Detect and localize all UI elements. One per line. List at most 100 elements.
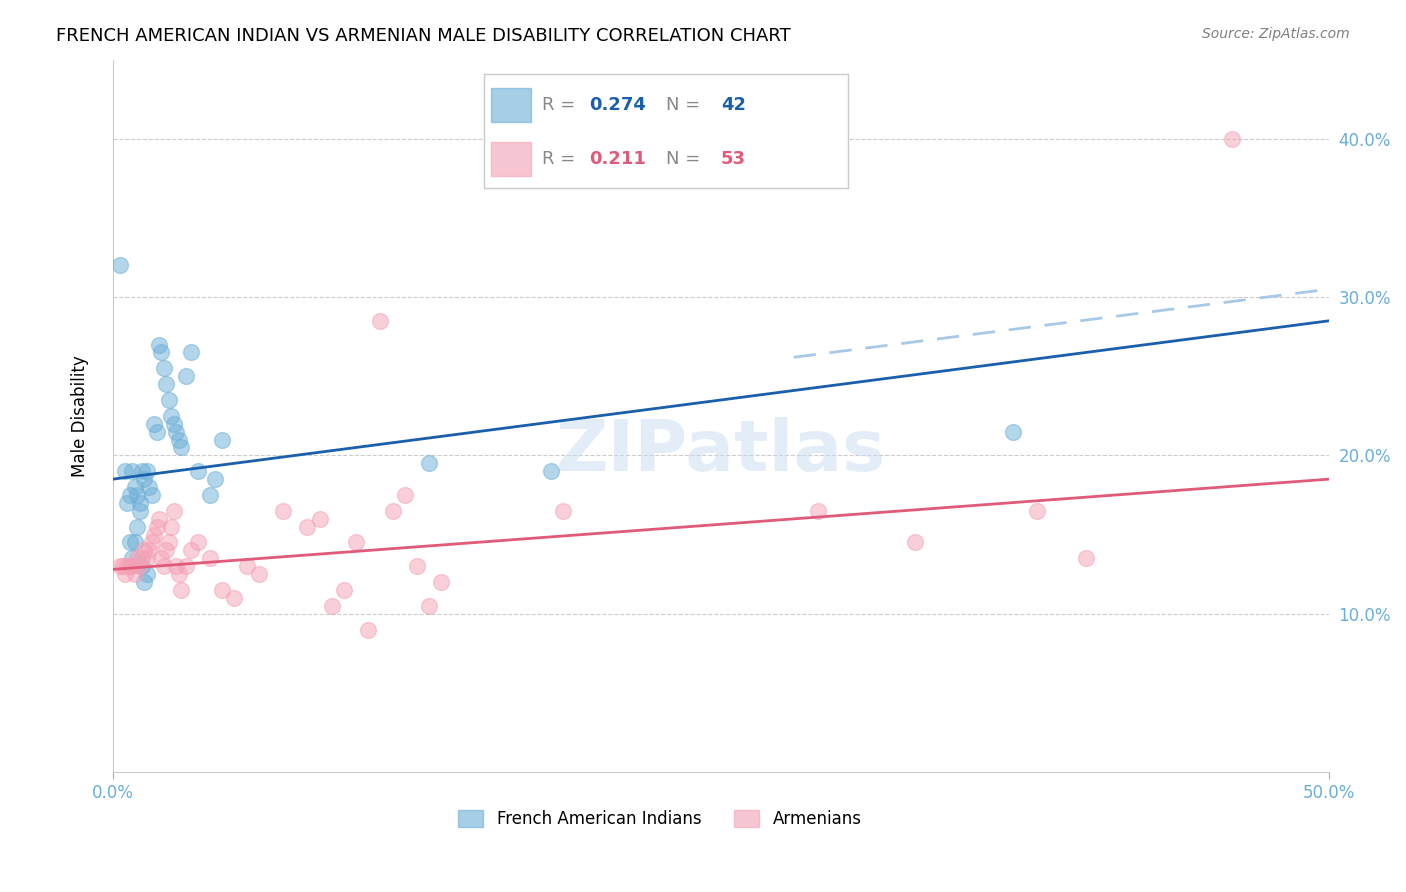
- Point: [157, 535, 180, 549]
- Point: [128, 504, 150, 518]
- Point: [141, 535, 163, 549]
- Point: [187, 464, 209, 478]
- Point: [167, 433, 190, 447]
- Point: [357, 623, 380, 637]
- Point: [127, 519, 149, 533]
- Point: [108, 259, 131, 273]
- Point: [321, 599, 343, 613]
- Point: [121, 551, 143, 566]
- Point: [134, 575, 156, 590]
- Point: [143, 417, 166, 431]
- Point: [540, 464, 562, 478]
- Point: [121, 464, 143, 478]
- Point: [381, 504, 404, 518]
- Point: [128, 496, 150, 510]
- Point: [117, 559, 139, 574]
- Point: [170, 441, 193, 455]
- Point: [370, 314, 392, 328]
- Point: [155, 377, 177, 392]
- Point: [405, 559, 427, 574]
- Text: ZIPatlas: ZIPatlas: [555, 417, 886, 486]
- Point: [135, 551, 157, 566]
- Y-axis label: Male Disability: Male Disability: [72, 355, 89, 476]
- Text: Source: ZipAtlas.com: Source: ZipAtlas.com: [1202, 27, 1350, 41]
- Point: [127, 488, 149, 502]
- Point: [418, 456, 440, 470]
- Point: [117, 496, 139, 510]
- Point: [430, 575, 453, 590]
- Point: [127, 551, 149, 566]
- Point: [118, 535, 141, 549]
- Point: [145, 519, 167, 533]
- Point: [124, 480, 146, 494]
- Point: [108, 559, 131, 574]
- Point: [128, 559, 150, 574]
- Point: [124, 535, 146, 549]
- Point: [418, 599, 440, 613]
- Legend: French American Indians, Armenians: French American Indians, Armenians: [451, 804, 869, 835]
- Point: [551, 504, 574, 518]
- Point: [271, 504, 294, 518]
- Point: [167, 567, 190, 582]
- Point: [394, 488, 416, 502]
- Point: [134, 472, 156, 486]
- Point: [165, 559, 187, 574]
- Point: [1001, 425, 1024, 439]
- Point: [131, 559, 153, 574]
- Point: [135, 567, 157, 582]
- Point: [163, 417, 186, 431]
- Point: [145, 425, 167, 439]
- Point: [1220, 132, 1243, 146]
- Point: [141, 488, 163, 502]
- Point: [297, 519, 319, 533]
- Point: [155, 543, 177, 558]
- Point: [153, 559, 176, 574]
- Point: [174, 559, 197, 574]
- Point: [124, 567, 146, 582]
- Point: [157, 392, 180, 407]
- Point: [134, 543, 156, 558]
- Point: [247, 567, 270, 582]
- Point: [904, 535, 927, 549]
- Point: [150, 345, 173, 359]
- Point: [153, 361, 176, 376]
- Point: [111, 559, 134, 574]
- Point: [148, 337, 170, 351]
- Point: [163, 504, 186, 518]
- Point: [138, 480, 160, 494]
- Point: [235, 559, 257, 574]
- Point: [135, 464, 157, 478]
- Point: [211, 582, 233, 597]
- Point: [807, 504, 830, 518]
- Point: [1074, 551, 1097, 566]
- Point: [148, 512, 170, 526]
- Point: [131, 551, 153, 566]
- Point: [204, 472, 226, 486]
- Point: [131, 464, 153, 478]
- Point: [114, 567, 136, 582]
- Text: FRENCH AMERICAN INDIAN VS ARMENIAN MALE DISABILITY CORRELATION CHART: FRENCH AMERICAN INDIAN VS ARMENIAN MALE …: [56, 27, 792, 45]
- Point: [308, 512, 330, 526]
- Point: [1026, 504, 1049, 518]
- Point: [224, 591, 246, 605]
- Point: [170, 582, 193, 597]
- Point: [165, 425, 187, 439]
- Point: [118, 488, 141, 502]
- Point: [143, 527, 166, 541]
- Point: [174, 369, 197, 384]
- Point: [160, 519, 183, 533]
- Point: [180, 345, 202, 359]
- Point: [180, 543, 202, 558]
- Point: [121, 559, 143, 574]
- Point: [150, 551, 173, 566]
- Point: [118, 559, 141, 574]
- Point: [138, 543, 160, 558]
- Point: [333, 582, 356, 597]
- Point: [198, 551, 221, 566]
- Point: [160, 409, 183, 423]
- Point: [114, 464, 136, 478]
- Point: [344, 535, 367, 549]
- Point: [187, 535, 209, 549]
- Point: [198, 488, 221, 502]
- Point: [211, 433, 233, 447]
